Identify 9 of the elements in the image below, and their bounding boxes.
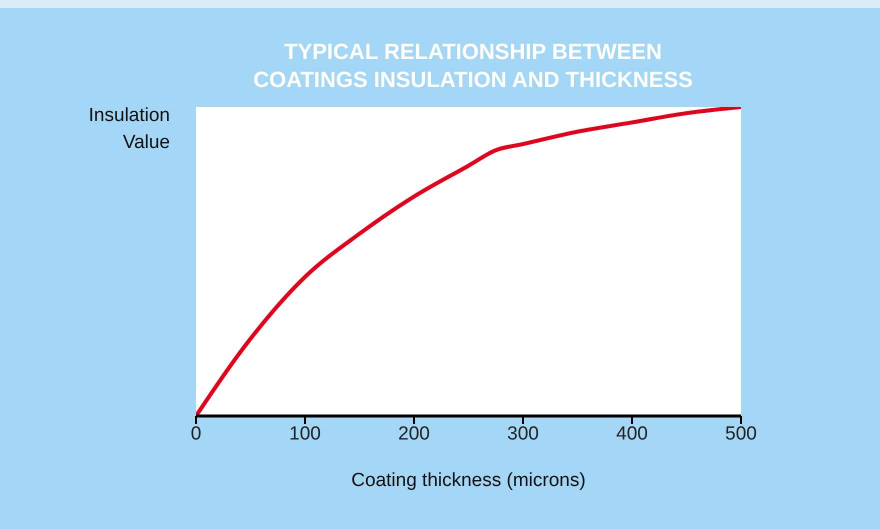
x-tick-label: 300 bbox=[507, 423, 539, 444]
y-axis-title: Insulation Value bbox=[88, 104, 170, 155]
x-axis-title: Coating thickness (microns) bbox=[350, 470, 587, 492]
x-tick-label: 100 bbox=[289, 423, 321, 444]
chart-title: TYPICAL RELATIONSHIP BETWEEN COATINGS INSULATION AND THICKNESS bbox=[252, 38, 694, 94]
x-tick-label: 0 bbox=[190, 423, 202, 444]
x-tick-label: 400 bbox=[616, 423, 648, 444]
x-tick-label: 200 bbox=[398, 423, 430, 444]
x-tick-label: 500 bbox=[725, 423, 757, 444]
